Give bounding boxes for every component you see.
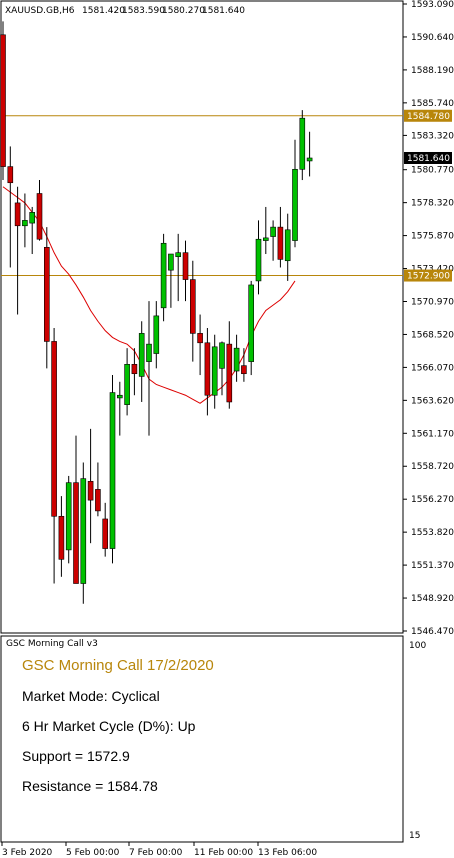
bullish-candle bbox=[22, 220, 28, 227]
bearish-candle bbox=[36, 193, 43, 240]
bullish-candle bbox=[80, 478, 87, 584]
bullish-candle bbox=[138, 333, 145, 377]
price-tick-label: 1588.190 bbox=[411, 66, 454, 76]
bullish-candle bbox=[306, 157, 313, 162]
price-tick-label: 1585.740 bbox=[411, 99, 454, 109]
support-line-tag bbox=[404, 269, 452, 282]
bearish-candle bbox=[95, 489, 101, 512]
bearish-candle bbox=[14, 202, 21, 227]
bearish-candle bbox=[241, 365, 247, 375]
bearish-candle bbox=[43, 246, 50, 342]
bullish-candle bbox=[262, 237, 269, 241]
bearish-candle bbox=[197, 333, 203, 344]
bullish-candle bbox=[284, 229, 291, 262]
bearish-candle bbox=[204, 342, 211, 396]
bearish-candle bbox=[58, 515, 65, 560]
bullish-candle bbox=[146, 343, 152, 362]
bullish-candle bbox=[29, 212, 36, 224]
price-tick-label: 1578.320 bbox=[411, 199, 454, 209]
bullish-candle bbox=[175, 252, 181, 258]
price-tick-label: 1568.520 bbox=[411, 330, 454, 340]
current-price-label: 1581.640 bbox=[407, 154, 450, 164]
indicator-scale-bottom: 15 bbox=[409, 831, 420, 841]
price-tick-label: 1561.170 bbox=[411, 429, 454, 439]
resistance-text: Resistance = 1584.78 bbox=[22, 778, 158, 794]
indicator-name: GSC Morning Call v3 bbox=[6, 639, 98, 649]
price-tick-label: 1551.370 bbox=[411, 561, 454, 571]
resistance-line-tag bbox=[404, 109, 452, 122]
chart-header-close: 1581.640 bbox=[202, 6, 245, 16]
time-axis: 3 Feb 2020 5 Feb 00:00 7 Feb 00:00 11 Feb 0… bbox=[1, 842, 317, 858]
bullish-candle bbox=[124, 364, 130, 405]
level-lines bbox=[1, 115, 403, 277]
price-tick-label: 1583.320 bbox=[411, 131, 454, 141]
price-tick-label: 1553.820 bbox=[411, 528, 454, 538]
time-tick-label: 5 Feb 00:00 bbox=[66, 848, 120, 858]
price-tick-label: 1580.770 bbox=[411, 166, 454, 176]
bullish-candle bbox=[248, 284, 254, 362]
bearish-candle bbox=[277, 226, 284, 260]
candles bbox=[0, 21, 313, 604]
bullish-candle bbox=[233, 347, 240, 372]
panel-title: GSC Morning Call 17/2/2020 bbox=[22, 657, 214, 674]
bullish-candle bbox=[65, 482, 72, 551]
support-text: Support = 1572.9 bbox=[22, 748, 130, 764]
indicator-panel-frame bbox=[0, 635, 404, 843]
bearish-candle bbox=[0, 34, 6, 167]
price-tick-label: 1556.270 bbox=[411, 495, 454, 505]
price-tick-label: 1546.470 bbox=[411, 627, 454, 637]
bullish-candle bbox=[292, 168, 298, 241]
chart-header-symbol: XAUUSD.GB,H6 bbox=[5, 6, 75, 16]
bearish-candle bbox=[73, 482, 79, 584]
chart-header-high: 1583.590 bbox=[122, 6, 165, 16]
bearish-candle bbox=[102, 518, 108, 549]
bearish-candle bbox=[51, 341, 57, 517]
chart-header-open: 1581.420 bbox=[82, 6, 125, 16]
price-tick-label: 1575.870 bbox=[411, 232, 454, 242]
price-tick-label: 1570.970 bbox=[411, 297, 454, 307]
bearish-candle bbox=[226, 343, 233, 403]
chart-header-low: 1580.270 bbox=[162, 6, 205, 16]
time-tick-label: 7 Feb 00:00 bbox=[129, 848, 183, 858]
market-mode-text: Market Mode: Cyclical bbox=[22, 688, 160, 704]
bullish-candle bbox=[168, 253, 174, 271]
bullish-candle bbox=[211, 346, 218, 396]
market-cycle-text: 6 Hr Market Cycle (D%): Up bbox=[22, 718, 196, 734]
bullish-candle bbox=[160, 242, 167, 309]
time-tick-label: 13 Feb 06:00 bbox=[258, 848, 317, 858]
bullish-candle bbox=[153, 315, 160, 354]
price-tick-label: 1590.640 bbox=[411, 33, 454, 43]
price-tick-label: 1566.070 bbox=[411, 363, 454, 373]
bearish-candle bbox=[7, 166, 14, 184]
bullish-candle bbox=[109, 392, 116, 549]
time-tick-label: 3 Feb 2020 bbox=[2, 848, 53, 858]
bearish-candle bbox=[131, 364, 138, 375]
indicator-scale-top: 100 bbox=[409, 641, 426, 651]
price-tick-label: 1558.720 bbox=[411, 462, 454, 472]
bullish-candle bbox=[219, 342, 225, 369]
bullish-candle bbox=[117, 394, 123, 399]
bearish-candle bbox=[190, 279, 196, 334]
bullish-candle bbox=[299, 117, 306, 170]
bearish-candle bbox=[182, 252, 189, 280]
price-tick-label: 1548.920 bbox=[411, 594, 454, 604]
current-price-tag bbox=[404, 151, 452, 164]
price-tick-label: 1593.090 bbox=[411, 0, 454, 10]
resistance-line-price-label: 1584.780 bbox=[407, 112, 450, 122]
time-tick-label: 11 Feb 00:00 bbox=[194, 848, 253, 858]
price-tick-label: 1563.620 bbox=[411, 396, 454, 406]
support-line-price-label: 1572.900 bbox=[407, 272, 450, 282]
bearish-candle bbox=[87, 481, 94, 501]
bullish-candle bbox=[255, 238, 262, 282]
bullish-candle bbox=[270, 226, 276, 237]
price-axis: 1593.090 1590.640 1588.190 1585.740 1583.320… bbox=[403, 0, 454, 637]
